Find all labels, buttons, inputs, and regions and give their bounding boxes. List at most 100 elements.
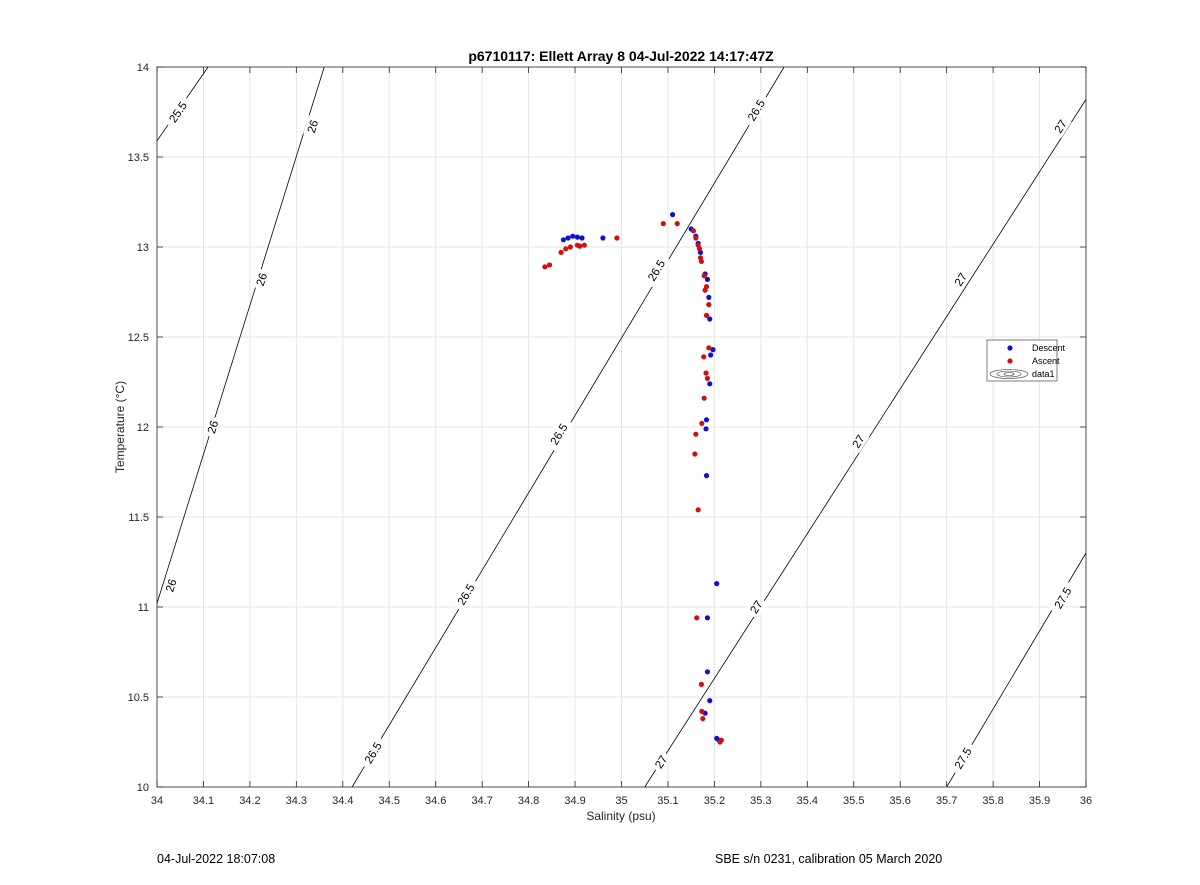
contour-label-group: 25.5 xyxy=(162,94,193,130)
ascent-point xyxy=(703,312,710,318)
descent-point xyxy=(707,698,713,704)
ascent-point xyxy=(695,507,701,513)
x-tick-label: 35.6 xyxy=(889,795,910,807)
ascent-point xyxy=(698,258,704,264)
y-ticks: 10 10.5 11 11.5 12 12.5 13 13.5 14 xyxy=(128,62,1086,794)
contour-label-group: 27.5 xyxy=(948,740,978,776)
descent-point xyxy=(560,237,567,243)
ascent-point xyxy=(693,431,699,437)
ascent-point xyxy=(698,681,704,688)
contour-label-group: 27.5 xyxy=(1048,580,1078,616)
ascent-point xyxy=(693,235,699,241)
x-tick-label: 35.1 xyxy=(657,795,678,807)
descent-point xyxy=(600,235,606,241)
ascent-point xyxy=(699,420,705,426)
y-tick-label: 10.5 xyxy=(128,692,149,704)
descent-point xyxy=(707,316,713,322)
descent-points xyxy=(560,212,722,743)
contour-label: 27 xyxy=(653,754,670,771)
ascent-point xyxy=(706,345,712,351)
contour-label-bg xyxy=(451,576,481,612)
ascent-point xyxy=(702,287,708,293)
ascent-point xyxy=(563,246,569,252)
ascent-points xyxy=(542,221,724,745)
ascent-point xyxy=(558,249,564,255)
descent-point xyxy=(714,581,720,587)
contour-label-bg xyxy=(948,740,978,776)
contour-label: 26 xyxy=(255,272,270,288)
descent-point xyxy=(574,234,580,240)
legend-box xyxy=(986,339,1058,382)
legend-contour-icon xyxy=(989,369,1029,379)
ascent-point xyxy=(660,221,666,227)
legend-ascent-marker xyxy=(1007,358,1013,364)
y-tick-label: 14 xyxy=(137,62,149,74)
descent-point xyxy=(708,352,714,358)
descent-point xyxy=(570,233,576,239)
x-tick-label: 34.3 xyxy=(286,795,307,807)
contour-label-group: 26.5 xyxy=(741,92,771,128)
ascent-point xyxy=(704,375,711,381)
footer-timestamp: 04-Jul-2022 18:07:08 xyxy=(157,852,276,866)
legend-descent-marker xyxy=(1007,345,1013,351)
ascent-point xyxy=(718,737,724,743)
ascent-point xyxy=(701,354,707,360)
ascent-point xyxy=(614,235,620,241)
contour-label-group: 26.5 xyxy=(544,416,574,452)
descent-point xyxy=(703,473,710,479)
contour-label-group: 27 xyxy=(1049,114,1072,139)
y-tick-label: 10 xyxy=(137,782,149,794)
x-tick-label: 35.8 xyxy=(982,795,1003,807)
x-tick-label: 35.7 xyxy=(936,795,957,807)
contour-label-group: 26.5 xyxy=(642,252,671,288)
contour-label: 27 xyxy=(1053,118,1070,135)
y-axis-label: Temperature (°C) xyxy=(113,381,127,473)
contour-label: 27 xyxy=(749,599,766,616)
contour-label-bg xyxy=(741,92,771,128)
ascent-point xyxy=(694,615,700,621)
contour-label-group: 26 xyxy=(203,415,223,439)
x-tick-label: 35 xyxy=(615,795,627,807)
ascent-point xyxy=(699,708,705,715)
contour-label-group: 26 xyxy=(251,268,272,291)
ascent-point xyxy=(690,228,697,234)
contour-label: 26 xyxy=(206,419,221,435)
x-tick-label: 34.5 xyxy=(379,795,400,807)
chart-title: p6710117: Ellett Array 8 04-Jul-2022 14:… xyxy=(468,48,774,64)
descent-point xyxy=(710,347,716,353)
contour-label-bg xyxy=(949,267,972,292)
isopycnal-line xyxy=(156,66,325,604)
contour-label-bg xyxy=(203,415,223,439)
y-tick-label: 12 xyxy=(137,422,149,434)
legend-descent-label: Descent xyxy=(1032,343,1066,353)
descent-point xyxy=(579,235,585,241)
contour-label-bg xyxy=(162,94,193,130)
contour-label-group: 27 xyxy=(649,749,673,774)
contour-label-group: 26.5 xyxy=(358,735,388,771)
descent-point xyxy=(707,381,713,387)
contour-label: 26 xyxy=(306,119,321,135)
descent-point xyxy=(706,294,712,300)
ascent-point xyxy=(701,273,707,279)
legend-ascent-label: Ascent xyxy=(1032,356,1060,366)
ascent-point xyxy=(692,451,698,457)
contour-label-group: 27 xyxy=(847,429,870,454)
x-tick-label: 34.1 xyxy=(193,795,214,807)
contour-label-group: 26 xyxy=(161,574,181,597)
x-tick-label: 35.2 xyxy=(704,795,725,807)
descent-point xyxy=(704,276,711,282)
y-tick-label: 13 xyxy=(137,242,149,254)
legend: Descent Ascent data1 xyxy=(986,339,1066,382)
descent-point xyxy=(669,212,676,218)
contour-label-bg xyxy=(847,429,870,454)
contour-label-bg xyxy=(251,268,272,291)
ascent-point xyxy=(703,370,709,376)
contour-label: 27 xyxy=(953,271,970,288)
contour-label-bg xyxy=(1049,114,1072,139)
contour-label-group: 27 xyxy=(745,595,768,619)
y-tick-label: 11.5 xyxy=(128,512,149,524)
contour-label-bg xyxy=(161,574,181,597)
descent-point xyxy=(565,235,571,241)
x-tick-label: 34.6 xyxy=(425,795,446,807)
